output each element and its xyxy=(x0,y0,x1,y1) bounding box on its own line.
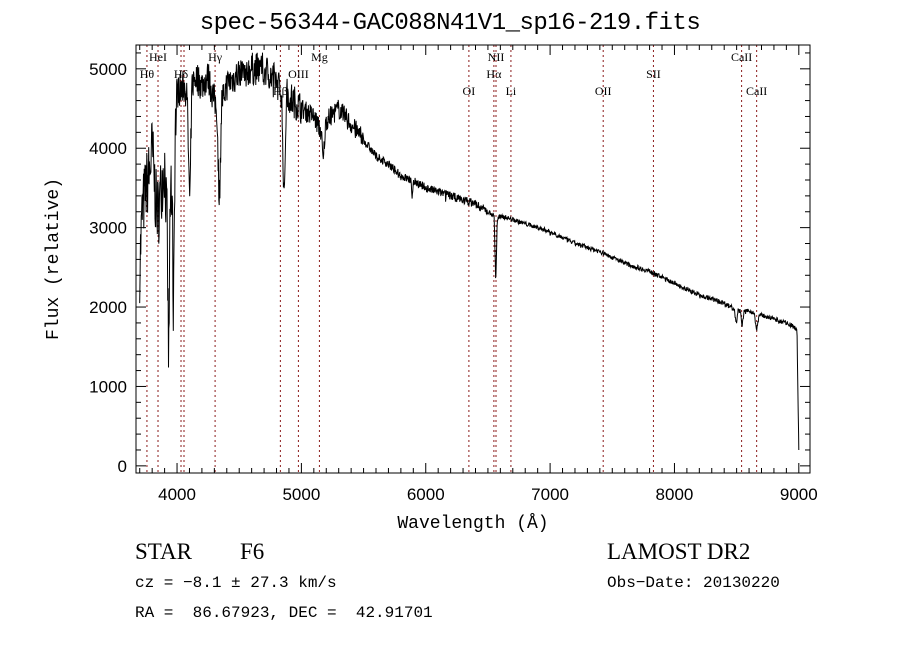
plot-frame xyxy=(135,44,811,474)
obs-date: Obs−Date: 20130220 xyxy=(607,574,780,592)
line-label: Hθ xyxy=(140,67,155,81)
coordinates: RA = 86.67923, DEC = 42.91701 xyxy=(135,604,433,622)
line-label: Hα xyxy=(486,67,502,81)
spectrum-line xyxy=(139,52,800,450)
y-axis-label: Flux (relative) xyxy=(44,178,64,340)
x-tick-label: 4000 xyxy=(158,485,196,504)
line-label: Mg xyxy=(311,50,328,64)
line-label: SII xyxy=(646,67,661,81)
y-tick-label: 3000 xyxy=(89,219,127,238)
line-label: HeI xyxy=(149,50,167,64)
x-tick-label: 9000 xyxy=(780,485,818,504)
y-tick-label: 1000 xyxy=(89,377,127,396)
y-tick-label: 2000 xyxy=(89,298,127,317)
line-label: Hδ xyxy=(174,67,189,81)
x-tick-label: 5000 xyxy=(282,485,320,504)
x-tick-label: 6000 xyxy=(407,485,445,504)
line-label: OI xyxy=(463,84,476,98)
redshift-text: cz = −8.1 ± 27.3 km/s xyxy=(135,574,337,592)
line-label: CaII xyxy=(746,84,767,98)
y-tick-label: 4000 xyxy=(89,139,127,158)
x-tick-label: 7000 xyxy=(531,485,569,504)
chart-title: spec-56344-GAC088N41V1_sp16-219.fits xyxy=(199,10,701,37)
x-axis-label: Wavelength (Å) xyxy=(397,513,548,534)
line-label: OIII xyxy=(288,67,309,81)
line-label: NII xyxy=(488,50,505,64)
line-label: Li xyxy=(506,84,517,98)
y-tick-label: 0 xyxy=(118,457,127,476)
line-label: CaII xyxy=(731,50,752,64)
line-label: Hγ xyxy=(208,50,223,64)
x-tick-label: 8000 xyxy=(656,485,694,504)
object-type: STAR xyxy=(135,539,192,564)
survey-name: LAMOST DR2 xyxy=(607,539,751,564)
object-subclass: F6 xyxy=(240,539,265,564)
line-label: OII xyxy=(595,84,612,98)
y-tick-label: 5000 xyxy=(89,60,127,79)
